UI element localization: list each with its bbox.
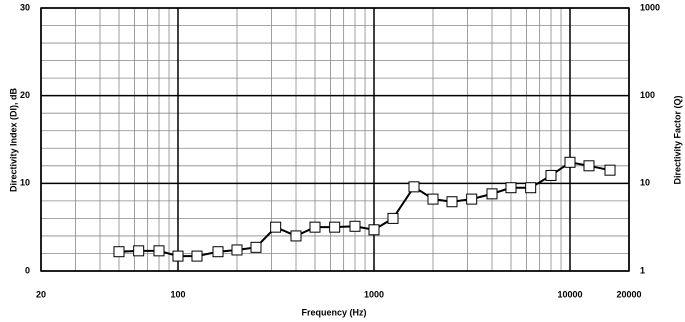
data-marker xyxy=(368,224,380,236)
data-marker xyxy=(545,169,557,181)
data-marker xyxy=(525,182,537,194)
data-marker xyxy=(191,250,203,262)
data-marker xyxy=(172,250,184,262)
data-marker xyxy=(153,245,165,257)
y-axis-label: Directivity Index (DI), dB xyxy=(8,87,18,192)
data-marker xyxy=(231,244,243,256)
data-marker xyxy=(427,193,439,205)
data-marker xyxy=(505,182,517,194)
data-marker xyxy=(486,188,498,200)
x-axis-label: Frequency (Hz) xyxy=(301,307,366,317)
y2-tick-label: 1 xyxy=(640,265,645,275)
x-tick-label: 20 xyxy=(36,289,46,299)
x-tick-label: 10000 xyxy=(557,289,582,299)
y2-tick-label: 100 xyxy=(640,90,655,100)
y2-tick-label: 1000 xyxy=(640,2,660,12)
x-tick-label: 1000 xyxy=(364,289,384,299)
data-marker xyxy=(349,220,361,232)
data-marker xyxy=(329,221,341,233)
y2-tick-label: 10 xyxy=(640,178,650,188)
data-marker xyxy=(583,160,595,172)
data-marker xyxy=(466,193,478,205)
x-tick-label: 100 xyxy=(170,289,185,299)
data-marker xyxy=(408,181,420,193)
data-marker xyxy=(604,164,616,176)
data-marker xyxy=(133,245,145,257)
y-tick-label: 10 xyxy=(20,178,30,188)
y2-axis-label: Directivity Factor (Q) xyxy=(672,95,682,184)
y-tick-label: 0 xyxy=(25,265,30,275)
data-marker xyxy=(387,212,399,224)
data-marker xyxy=(113,246,125,258)
data-marker xyxy=(564,156,576,168)
data-marker xyxy=(309,221,321,233)
data-marker xyxy=(290,230,302,242)
y-tick-label: 20 xyxy=(20,90,30,100)
data-marker xyxy=(212,246,224,258)
data-marker xyxy=(446,196,458,208)
x-tick-label: 20000 xyxy=(616,289,641,299)
plot-frame xyxy=(40,7,630,272)
data-marker xyxy=(250,241,262,253)
data-marker xyxy=(270,221,282,233)
y-tick-label: 30 xyxy=(20,2,30,12)
